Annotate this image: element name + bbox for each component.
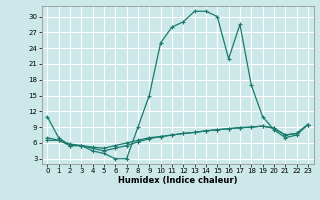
X-axis label: Humidex (Indice chaleur): Humidex (Indice chaleur) (118, 176, 237, 185)
